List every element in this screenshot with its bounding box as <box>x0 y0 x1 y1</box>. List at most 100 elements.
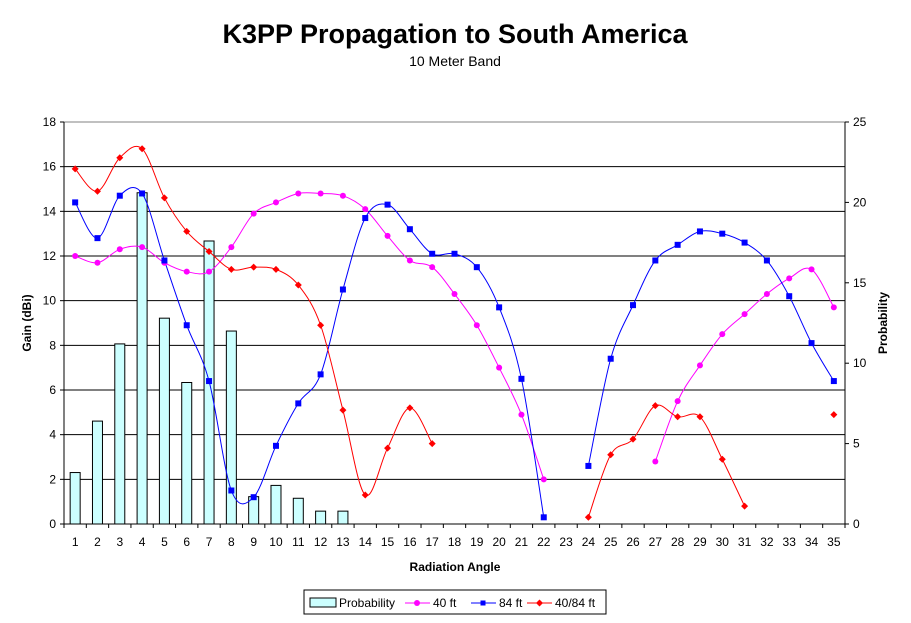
point-4084ft <box>830 411 838 419</box>
probability-bar <box>158 317 170 525</box>
point-40ft <box>451 290 458 297</box>
point-4084ft <box>629 435 637 443</box>
x-tick-label: 8 <box>228 535 235 549</box>
probability-bar <box>114 343 126 525</box>
point-4084ft <box>250 263 258 271</box>
y-axis-title: Gain (dBi) <box>20 294 34 351</box>
point-84ft <box>741 239 748 246</box>
point-40ft <box>830 304 837 311</box>
point-84ft <box>496 304 503 311</box>
x-tick-label: 7 <box>206 535 213 549</box>
x-tick-label: 32 <box>760 535 774 549</box>
x-tick-label: 1 <box>72 535 79 549</box>
x-tick-label: 3 <box>116 535 123 549</box>
x-tick-label: 11 <box>292 535 305 549</box>
x-tick-label: 25 <box>604 535 618 549</box>
probability-bar <box>337 510 349 525</box>
point-4084ft <box>317 321 325 329</box>
legend-label-4084ft: 40/84 ft <box>555 596 596 610</box>
point-40ft <box>339 192 346 199</box>
point-84ft <box>183 322 190 329</box>
series-line-4084ft <box>74 145 433 497</box>
left-tick-label: 0 <box>49 517 56 531</box>
point-84ft <box>161 257 168 264</box>
point-4084ft <box>674 413 682 421</box>
x-axis-title: Radiation Angle <box>410 560 501 574</box>
point-84ft <box>719 230 726 237</box>
probability-bar <box>91 420 103 525</box>
point-4084ft <box>428 440 436 448</box>
point-40ft <box>473 322 480 329</box>
x-tick-label: 9 <box>250 535 257 549</box>
point-40ft <box>72 253 79 259</box>
point-4084ft <box>93 187 101 195</box>
point-4084ft <box>116 154 124 162</box>
point-40ft <box>719 331 726 338</box>
point-4084ft <box>183 227 191 235</box>
plot-background <box>64 122 845 524</box>
series-line-84ft <box>74 186 545 518</box>
chart-title: K3PP Propagation to South America <box>222 19 688 49</box>
right-tick-label: 20 <box>853 195 867 209</box>
point-4084ft <box>651 402 659 410</box>
chart-subtitle: 10 Meter Band <box>409 53 501 69</box>
point-4084ft <box>718 455 726 463</box>
x-tick-label: 17 <box>426 535 440 549</box>
left-tick-label: 10 <box>43 294 57 308</box>
point-4084ft <box>205 248 213 256</box>
point-4084ft <box>160 194 168 202</box>
left-tick-label: 16 <box>43 160 57 174</box>
legend-marker-4084ft <box>536 599 543 607</box>
point-84ft <box>72 199 79 206</box>
left-tick-label: 8 <box>49 338 56 352</box>
point-40ft <box>741 311 748 318</box>
legend-label-probability: Probability <box>339 596 395 610</box>
right-tick-label: 15 <box>853 276 867 290</box>
probability-bar <box>181 381 193 525</box>
point-84ft <box>652 257 659 264</box>
point-84ft <box>384 201 391 208</box>
point-40ft <box>786 275 793 282</box>
x-tick-label: 5 <box>161 535 168 549</box>
probability-bar <box>225 330 237 525</box>
x-tick-label: 20 <box>492 535 506 549</box>
x-tick-label: 29 <box>693 535 707 549</box>
x-tick-label: 4 <box>139 535 146 549</box>
point-84ft <box>451 250 458 257</box>
point-84ft <box>786 293 793 300</box>
point-40ft <box>362 206 369 213</box>
right-tick-label: 10 <box>853 356 867 370</box>
left-tick-label: 14 <box>43 204 57 218</box>
point-40ft <box>808 266 815 273</box>
probability-bar <box>136 192 148 525</box>
x-tick-label: 12 <box>314 535 328 549</box>
x-tick-label: 30 <box>716 535 730 549</box>
point-40ft <box>429 264 436 271</box>
point-40ft <box>763 290 770 297</box>
point-40ft <box>518 411 525 418</box>
probability-bar <box>315 510 327 525</box>
series-markers <box>71 145 838 521</box>
x-tick-label: 26 <box>626 535 640 549</box>
x-tick-label: 23 <box>559 535 573 549</box>
right-tick-label: 5 <box>853 437 860 451</box>
point-40ft <box>406 257 413 264</box>
point-4084ft <box>227 265 235 273</box>
legend-marker-40ft <box>414 600 420 606</box>
point-84ft <box>206 378 213 385</box>
legend: Probability 40 ft 84 ft 40/84 ft <box>303 589 607 615</box>
point-40ft <box>696 362 703 369</box>
x-tick-label: 10 <box>269 535 283 549</box>
point-84ft <box>607 355 614 362</box>
point-40ft <box>674 398 681 405</box>
point-84ft <box>339 286 346 293</box>
probability-bar <box>292 497 304 525</box>
probability-bar <box>270 484 282 525</box>
x-tick-label: 21 <box>515 535 529 549</box>
point-84ft <box>116 192 123 199</box>
point-84ft <box>406 226 413 233</box>
point-40ft <box>250 210 257 217</box>
point-40ft <box>183 268 190 275</box>
x-tick-label: 18 <box>448 535 462 549</box>
point-40ft <box>295 190 302 197</box>
